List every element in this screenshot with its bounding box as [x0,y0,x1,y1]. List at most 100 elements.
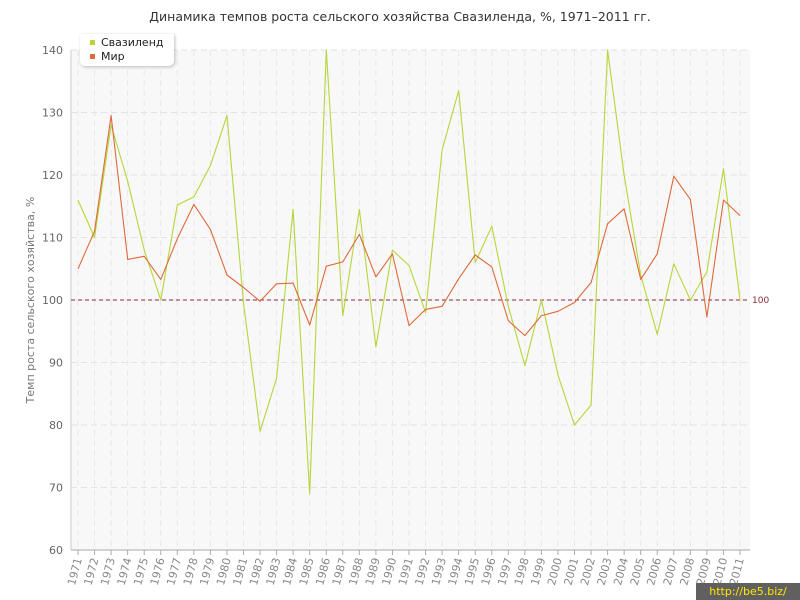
data-point-world[interactable] [689,198,692,201]
data-point-swaziland[interactable] [705,270,708,273]
series-lines [77,49,742,495]
data-point-world[interactable] [722,199,725,202]
data-point-world[interactable] [110,114,113,117]
data-point-swaziland[interactable] [408,264,411,267]
data-point-world[interactable] [507,319,510,322]
data-point-swaziland[interactable] [93,236,96,239]
data-point-swaziland[interactable] [523,364,526,367]
data-point-world[interactable] [606,222,609,225]
data-point-world[interactable] [209,228,212,231]
data-point-swaziland[interactable] [441,149,444,152]
data-point-world[interactable] [424,308,427,311]
data-point-world[interactable] [325,265,328,268]
data-point-world[interactable] [358,233,361,236]
y-tick-label: 70 [49,482,63,495]
data-point-swaziland[interactable] [507,305,510,308]
data-point-world[interactable] [292,282,295,285]
data-point-swaziland[interactable] [391,249,394,252]
data-point-world[interactable] [705,315,708,318]
data-point-world[interactable] [556,310,559,313]
data-point-swaziland[interactable] [225,114,228,117]
data-point-world[interactable] [408,324,411,327]
data-point-world[interactable] [391,252,394,255]
data-point-world[interactable] [639,278,642,281]
series-line-swaziland [77,49,741,495]
data-point-world[interactable] [590,281,593,284]
data-point-world[interactable] [540,314,543,317]
data-point-swaziland[interactable] [590,404,593,407]
data-point-world[interactable] [341,260,344,263]
data-point-world[interactable] [143,255,146,258]
data-point-world[interactable] [374,275,377,278]
data-point-swaziland[interactable] [176,204,179,207]
y-tick-label: 110 [42,232,63,245]
legend-item-swaziland[interactable]: Свазиленд [90,36,164,50]
data-point-swaziland[interactable] [623,174,626,177]
chart-title: Динамика темпов роста сельского хозяйств… [149,9,651,24]
data-point-world[interactable] [523,334,526,337]
data-point-swaziland[interactable] [259,430,262,433]
data-point-world[interactable] [739,214,742,217]
data-point-swaziland[interactable] [556,374,559,377]
reference-line-label: 100 [752,296,769,306]
data-point-world[interactable] [225,274,228,277]
data-point-world[interactable] [308,324,311,327]
data-point-swaziland[interactable] [656,333,659,336]
y-tick-labels: 60 70 80 90 100 110 120 130 140 [42,44,63,557]
data-point-swaziland[interactable] [739,299,742,302]
watermark-link[interactable]: http://be5.biz/ [696,583,800,600]
data-point-world[interactable] [176,237,179,240]
data-point-swaziland[interactable] [424,311,427,314]
data-point-world[interactable] [623,207,626,210]
legend-label-world: Мир [101,50,125,63]
data-point-swaziland[interactable] [374,345,377,348]
y-tick-label: 90 [49,357,63,370]
y-tick-label: 80 [49,419,63,432]
data-point-swaziland[interactable] [159,299,162,302]
y-tick-label: 140 [42,44,63,57]
data-point-swaziland[interactable] [242,302,245,305]
data-point-world[interactable] [441,305,444,308]
legend-swatch-swaziland [90,39,95,45]
data-point-swaziland[interactable] [457,89,460,92]
data-point-world[interactable] [457,277,460,280]
data-point-world[interactable] [275,282,278,285]
y-tick-label: 60 [49,544,63,557]
data-point-swaziland[interactable] [143,249,146,252]
data-point-swaziland[interactable] [540,299,543,302]
data-point-swaziland[interactable] [606,49,609,52]
data-point-swaziland[interactable] [358,208,361,211]
data-point-world[interactable] [192,203,195,206]
data-point-world[interactable] [573,301,576,304]
data-point-world[interactable] [159,278,162,281]
x-tick-labels: 1971197219731974197519761977197819791980… [65,550,747,587]
data-point-swaziland[interactable] [275,377,278,380]
data-point-swaziland[interactable] [308,492,311,495]
data-point-swaziland[interactable] [689,299,692,302]
data-point-swaziland[interactable] [292,208,295,211]
series-line-world [77,115,741,337]
data-point-swaziland[interactable] [573,424,576,427]
data-point-world[interactable] [259,300,262,303]
data-point-swaziland[interactable] [77,199,80,202]
data-point-swaziland[interactable] [341,314,344,317]
data-point-world[interactable] [490,265,493,268]
data-point-world[interactable] [77,267,80,270]
data-point-world[interactable] [672,175,675,178]
data-point-world[interactable] [474,254,477,257]
data-point-swaziland[interactable] [672,262,675,265]
data-point-world[interactable] [93,230,96,233]
data-point-swaziland[interactable] [474,261,477,264]
data-point-swaziland[interactable] [126,180,129,183]
legend-item-world[interactable]: Мир [90,50,125,64]
data-point-swaziland[interactable] [209,164,212,167]
data-point-world[interactable] [656,252,659,255]
data-point-world[interactable] [242,286,245,289]
data-point-swaziland[interactable] [192,195,195,198]
legend: Свазиленд Мир [80,34,174,66]
data-point-world[interactable] [126,258,129,261]
data-point-swaziland[interactable] [722,167,725,170]
y-tick-label: 130 [42,107,63,120]
data-point-swaziland[interactable] [325,49,328,52]
data-point-swaziland[interactable] [490,225,493,228]
